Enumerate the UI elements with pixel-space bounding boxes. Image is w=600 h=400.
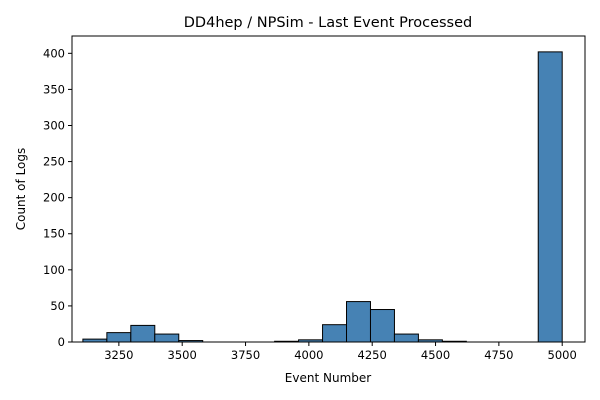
y-tick-label: 100	[43, 263, 65, 277]
y-tick-label: 50	[50, 299, 65, 313]
histogram-bar	[346, 301, 371, 343]
x-tick-label: 5000	[548, 348, 577, 362]
histogram-bar	[393, 333, 419, 343]
histogram-bar	[322, 324, 348, 343]
chart-title: DD4hep / NPSim - Last Event Processed	[184, 15, 472, 31]
y-axis-label: Count of Logs	[14, 148, 28, 231]
x-axis-ticks: 3250 3500 3750 4000 4250 4500 4750 5000	[104, 342, 577, 362]
y-tick-label: 250	[43, 155, 65, 169]
y-tick-label: 150	[43, 227, 65, 241]
y-tick-label: 0	[58, 335, 65, 349]
y-tick-label: 300	[43, 118, 65, 132]
histogram-bar	[537, 51, 563, 343]
x-tick-label: 4500	[421, 348, 450, 362]
bars-group	[82, 51, 563, 343]
y-tick-label: 200	[43, 191, 65, 205]
x-tick-label: 4000	[294, 348, 323, 362]
x-tick-label: 3750	[231, 348, 260, 362]
x-axis-label: Event Number	[285, 371, 371, 385]
histogram-bar	[106, 332, 132, 343]
x-tick-label: 3250	[104, 348, 133, 362]
y-axis-ticks: 0 50 100 150 200 250 300 350 400	[43, 46, 72, 349]
plot-frame	[71, 35, 586, 343]
x-tick-label: 3500	[168, 348, 197, 362]
y-tick-label: 350	[43, 82, 65, 96]
histogram-bar	[369, 309, 395, 343]
histogram-bar	[154, 333, 180, 343]
y-tick-label: 400	[43, 46, 65, 60]
histogram-bar	[130, 324, 156, 343]
x-tick-label: 4750	[484, 348, 513, 362]
x-tick-label: 4250	[358, 348, 387, 362]
